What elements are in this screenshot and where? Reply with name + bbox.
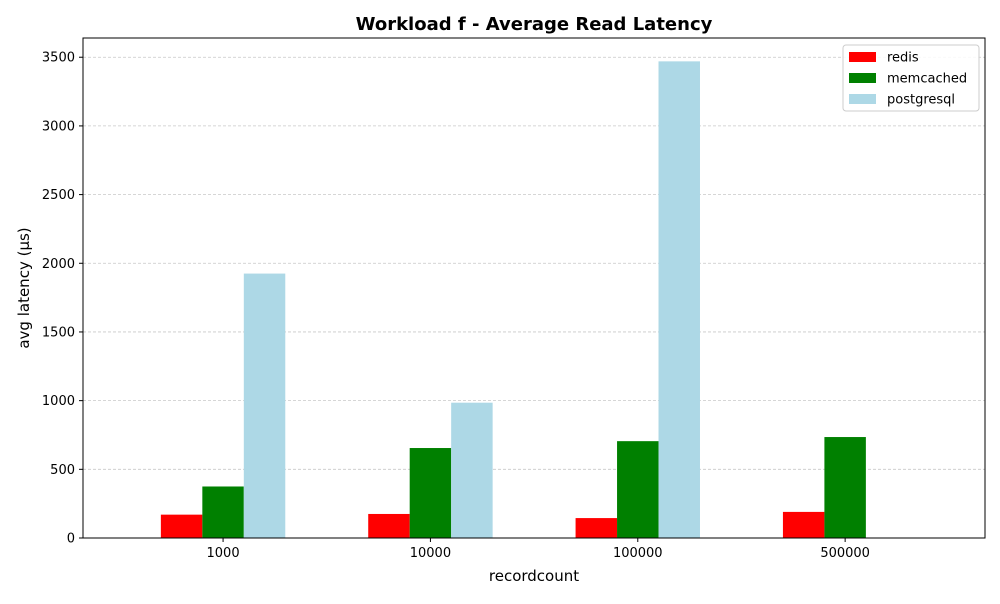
y-tick-label: 500: [50, 463, 75, 478]
y-tick-label: 2500: [42, 188, 75, 203]
legend-swatch-postgresql: [849, 94, 876, 104]
y-tick-label: 2000: [42, 257, 75, 272]
y-tick-label: 0: [67, 532, 75, 547]
legend-swatch-memcached: [849, 73, 876, 83]
x-tick-label: 10000: [410, 546, 451, 561]
legend-label-redis: redis: [887, 51, 919, 66]
y-tick-label: 1500: [42, 325, 75, 340]
legend-swatch-redis: [849, 52, 876, 62]
chart-title: Workload f - Average Read Latency: [356, 14, 713, 35]
legend-box: [842, 44, 980, 112]
x-tick-label: 500000: [820, 546, 870, 561]
grid-lines: [83, 56, 985, 539]
x-tick-label: 100000: [613, 546, 663, 561]
y-tick-label: 3500: [42, 51, 75, 66]
bar-postgresql-1000: [243, 273, 286, 538]
y-tick-label: 3000: [42, 119, 75, 134]
bar-redis-500000: [782, 511, 825, 538]
bar-memcached-1000: [202, 486, 244, 538]
bar-postgresql-10000: [451, 402, 493, 538]
x-axis-label: recordcount: [489, 567, 579, 585]
bar-redis-1000: [160, 514, 203, 538]
x-tick-label: 1000: [207, 546, 240, 561]
bar-memcached-500000: [824, 437, 866, 538]
legend: redis memcached postgresql: [842, 44, 980, 112]
y-axis-label: avg latency (µs): [15, 227, 33, 348]
plot-frame: [82, 37, 986, 539]
bar-redis-100000: [575, 518, 618, 538]
legend-label-postgresql: postgresql: [887, 93, 955, 108]
bar-memcached-100000: [617, 441, 659, 538]
axes: 0 500 1000 1500 2000 2500 3000 3500 1000 10000 100…: [42, 37, 986, 561]
bar-memcached-10000: [409, 448, 452, 538]
bar-postgresql-100000: [658, 61, 700, 538]
y-tick-label: 1000: [42, 394, 75, 409]
legend-label-memcached: memcached: [887, 72, 967, 87]
bars: [160, 61, 866, 538]
bar-redis-10000: [368, 513, 410, 538]
